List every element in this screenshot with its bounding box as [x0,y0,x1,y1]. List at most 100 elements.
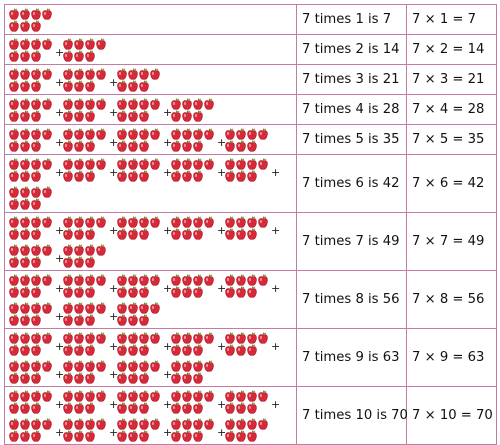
apple-group [117,390,161,414]
apple-group [63,216,107,240]
apple-icon [9,418,19,430]
plus-sign: + [217,166,227,179]
apple-icon [31,38,41,50]
plus-sign: + [55,310,65,323]
apple-icon [128,286,138,298]
plus-sign: + [109,136,119,149]
apple-icon [247,286,257,298]
apple-icon [150,128,160,140]
apple-icon [63,38,73,50]
apple-icon [31,286,41,298]
apple-group [225,418,269,442]
apple-group [117,158,161,182]
apple-icon [236,418,246,430]
apple-group [63,390,107,414]
apple-icon [247,228,257,240]
apple-icon [247,390,257,402]
apple-icon [128,332,138,344]
apple-icon [63,158,73,170]
plus-sign: + [217,224,227,237]
apple-icon [9,244,19,256]
apple-icon [117,98,127,110]
apple-icon [171,216,181,228]
apple-groups: + + + + + + [5,213,296,270]
apple-icon [139,344,149,356]
apple-icon [63,170,73,182]
equation-text: 7 × 4 = 28 [406,94,497,125]
apple-icon [74,402,84,414]
apple-icon [85,170,95,182]
apple-icon [85,128,95,140]
plus-sign: + [163,224,173,237]
plus-sign: + [109,166,119,179]
apple-icon [117,332,127,344]
apple-icon [225,430,235,442]
apple-icon [31,80,41,92]
apple-icon [193,140,203,152]
apple-group [63,302,107,326]
apple-icon [9,50,19,62]
apple-icon [139,360,149,372]
apple-icon [117,170,127,182]
apple-group [9,98,53,122]
apple-icon [31,158,41,170]
apple-group [117,360,161,384]
apple-icon [236,216,246,228]
apple-groups: + + + [5,95,296,124]
apple-icon [9,158,19,170]
apple-icon [31,8,41,20]
apple-icon [117,390,127,402]
apple-icon [85,286,95,298]
apple-icon [117,80,127,92]
apple-icon [20,80,30,92]
apple-icon [139,158,149,170]
apple-icon [20,158,30,170]
plus-sign: + [163,282,173,295]
apple-icon [31,390,41,402]
apple-icon [63,418,73,430]
apple-icon [128,140,138,152]
equation-text: 7 × 10 = 70 [406,386,497,445]
apple-icon [20,198,30,210]
apple-icon [9,390,19,402]
apple-icon [63,98,73,110]
apple-icon [171,332,181,344]
apple-icon [42,390,52,402]
apple-group [9,128,53,152]
apple-groups: + [5,35,296,64]
apple-group [63,158,107,182]
apple-icon [204,128,214,140]
apple-icon [117,344,127,356]
apple-icon [74,128,84,140]
plus-sign: + [55,340,65,353]
apple-icon [117,68,127,80]
apple-icon [9,216,19,228]
apple-icon [31,332,41,344]
apple-icon [31,198,41,210]
apple-icon [193,216,203,228]
apple-icon [139,140,149,152]
apple-icon [20,430,30,442]
apple-icon [128,98,138,110]
apple-group [9,186,53,210]
apple-picture-cell: + + + + + + + + [4,328,297,387]
apple-icon [31,110,41,122]
apple-icon [63,140,73,152]
apple-icon [150,332,160,344]
apple-icon [193,390,203,402]
apple-icon [74,98,84,110]
apple-icon [63,402,73,414]
apple-icon [31,50,41,62]
apple-icon [204,418,214,430]
apple-icon [182,158,192,170]
apple-icon [236,286,246,298]
apple-icon [74,244,84,256]
apple-icon [139,228,149,240]
apple-group [117,332,161,356]
apple-icon [85,68,95,80]
apple-icon [9,332,19,344]
apple-icon [171,372,181,384]
apple-group [171,98,215,122]
apple-icon [139,402,149,414]
plus-sign: + [271,282,281,295]
